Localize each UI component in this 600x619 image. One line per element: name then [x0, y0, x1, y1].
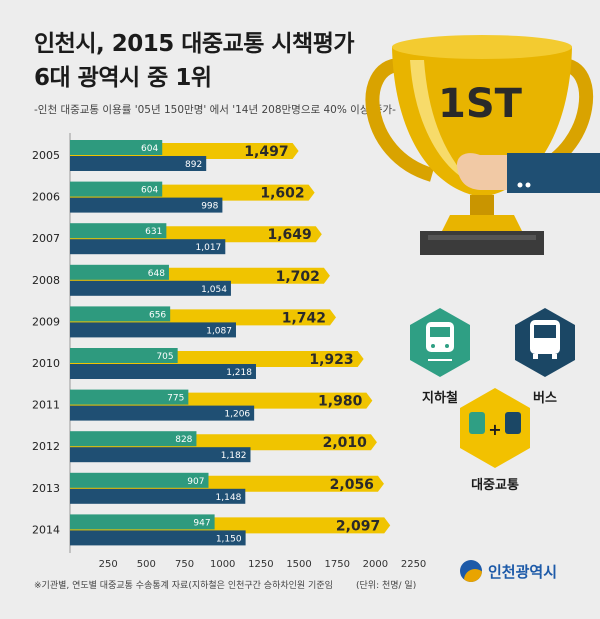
value-label-bus: 1,148 — [216, 493, 242, 503]
bar-subway — [70, 264, 169, 280]
bar-subway — [70, 181, 163, 197]
x-tick-label: 1250 — [248, 559, 273, 570]
unit-label: (단위: 천명/ 일) — [356, 581, 417, 591]
bar-bus — [70, 447, 251, 463]
bar-bus — [70, 156, 207, 171]
trophy-shine — [410, 60, 472, 183]
public-transport-hex — [460, 388, 530, 468]
value-label-subway: 775 — [167, 394, 184, 404]
value-label-subway: 705 — [156, 352, 173, 362]
trophy-stem — [470, 195, 494, 215]
value-label-bus: 998 — [201, 202, 218, 212]
value-label-total: 1,602 — [260, 186, 304, 202]
trophy-label: 1ST — [438, 81, 523, 127]
bar-bus — [70, 197, 223, 213]
bar-bus — [70, 239, 226, 255]
transport-icons — [410, 308, 575, 468]
mini-bus-icon — [505, 412, 521, 434]
value-label-subway: 604 — [141, 186, 158, 196]
value-label-bus: 1,054 — [201, 285, 227, 295]
value-label-total: 1,980 — [318, 394, 363, 410]
bar-bus — [70, 530, 246, 546]
year-label: 2010 — [32, 357, 60, 370]
value-label-subway: 947 — [193, 518, 210, 528]
year-label: 2008 — [32, 274, 60, 287]
sleeve — [507, 153, 600, 193]
value-label-total: 1,649 — [268, 227, 312, 243]
year-label: 2007 — [32, 232, 60, 245]
logo: 인천광역시 — [460, 558, 557, 584]
value-label-total: 1,923 — [309, 352, 353, 368]
value-label-bus: 1,017 — [196, 243, 222, 253]
year-label: 2012 — [32, 440, 60, 453]
page-title-line2: 6대 광역시 중 1위 — [34, 65, 212, 91]
hand-icon — [457, 153, 507, 190]
x-tick-label: 1000 — [210, 559, 235, 570]
bar-bus — [70, 364, 256, 379]
x-tick-label: 250 — [99, 559, 118, 570]
value-label-subway: 828 — [175, 435, 192, 445]
value-label-subway: 907 — [187, 477, 204, 487]
value-label-bus: 1,150 — [216, 534, 242, 544]
plus-sign: + — [488, 420, 502, 439]
bar-bus — [70, 488, 246, 504]
trophy-illustration: 1ST — [365, 35, 600, 255]
bar-bus — [70, 322, 236, 338]
bar-subway — [70, 472, 209, 488]
bar-subway — [70, 348, 178, 363]
x-tick-label: 1750 — [324, 559, 349, 570]
value-label-total: 2,056 — [330, 477, 374, 493]
trophy-rim — [392, 35, 572, 59]
value-label-bus: 1,087 — [206, 326, 232, 336]
value-label-subway: 631 — [145, 227, 162, 237]
value-label-total: 2,010 — [323, 435, 368, 451]
value-label-subway: 656 — [149, 310, 166, 320]
logo-text: 인천광역시 — [488, 562, 558, 581]
x-tick-label: 750 — [175, 559, 194, 570]
bar-subway — [70, 514, 215, 530]
value-label-total: 1,742 — [282, 310, 326, 326]
trophy-handle-left — [365, 58, 435, 182]
value-label-total: 1,702 — [276, 269, 320, 285]
value-label-bus: 1,182 — [221, 451, 247, 461]
x-tick-label: 2250 — [401, 559, 426, 570]
bar-bus — [70, 405, 255, 421]
trophy-base-plate — [428, 235, 536, 240]
year-label: 2013 — [32, 482, 60, 495]
trophy-neck — [442, 215, 522, 231]
value-label-total: 2,097 — [336, 518, 380, 534]
mini-subway-icon — [469, 412, 485, 434]
x-tick-label: 500 — [137, 559, 156, 570]
bar-subway — [70, 431, 197, 447]
bar-subway — [70, 306, 171, 322]
value-label-bus: 1,206 — [224, 410, 250, 420]
subway-label: 지하철 — [422, 391, 458, 406]
public-transport-label: 대중교통 — [471, 478, 519, 493]
cufflink — [517, 182, 523, 188]
year-label: 2005 — [32, 149, 60, 162]
value-label-bus: 1,218 — [226, 368, 252, 378]
value-label-bus: 892 — [185, 160, 202, 170]
year-label: 2006 — [32, 191, 60, 204]
year-label: 2009 — [32, 315, 60, 328]
bar-subway — [70, 140, 163, 155]
bus-label: 버스 — [533, 391, 557, 406]
value-label-subway: 648 — [148, 269, 165, 279]
x-tick-label: 1500 — [286, 559, 311, 570]
year-label: 2011 — [32, 399, 60, 412]
cufflink — [525, 182, 531, 188]
subtitle: -인천 대중교통 이용률 '05년 150만명' 에서 '14년 208만명으로… — [34, 104, 396, 116]
incheon-logo-icon — [460, 560, 482, 582]
x-tick-label: 2000 — [363, 559, 388, 570]
bar-bus — [70, 280, 231, 296]
bar-subway — [70, 223, 167, 239]
page-title: 인천시, 2015 대중교통 시책평가 — [34, 31, 355, 57]
footnote: ※기관별, 연도별 대중교통 수송통계 자료(지하철은 인천구간 승하차인원 기… — [34, 581, 333, 591]
year-label: 2014 — [32, 523, 60, 536]
value-label-subway: 604 — [141, 144, 158, 154]
value-label-total: 1,497 — [244, 144, 288, 160]
bar-subway — [70, 389, 189, 405]
